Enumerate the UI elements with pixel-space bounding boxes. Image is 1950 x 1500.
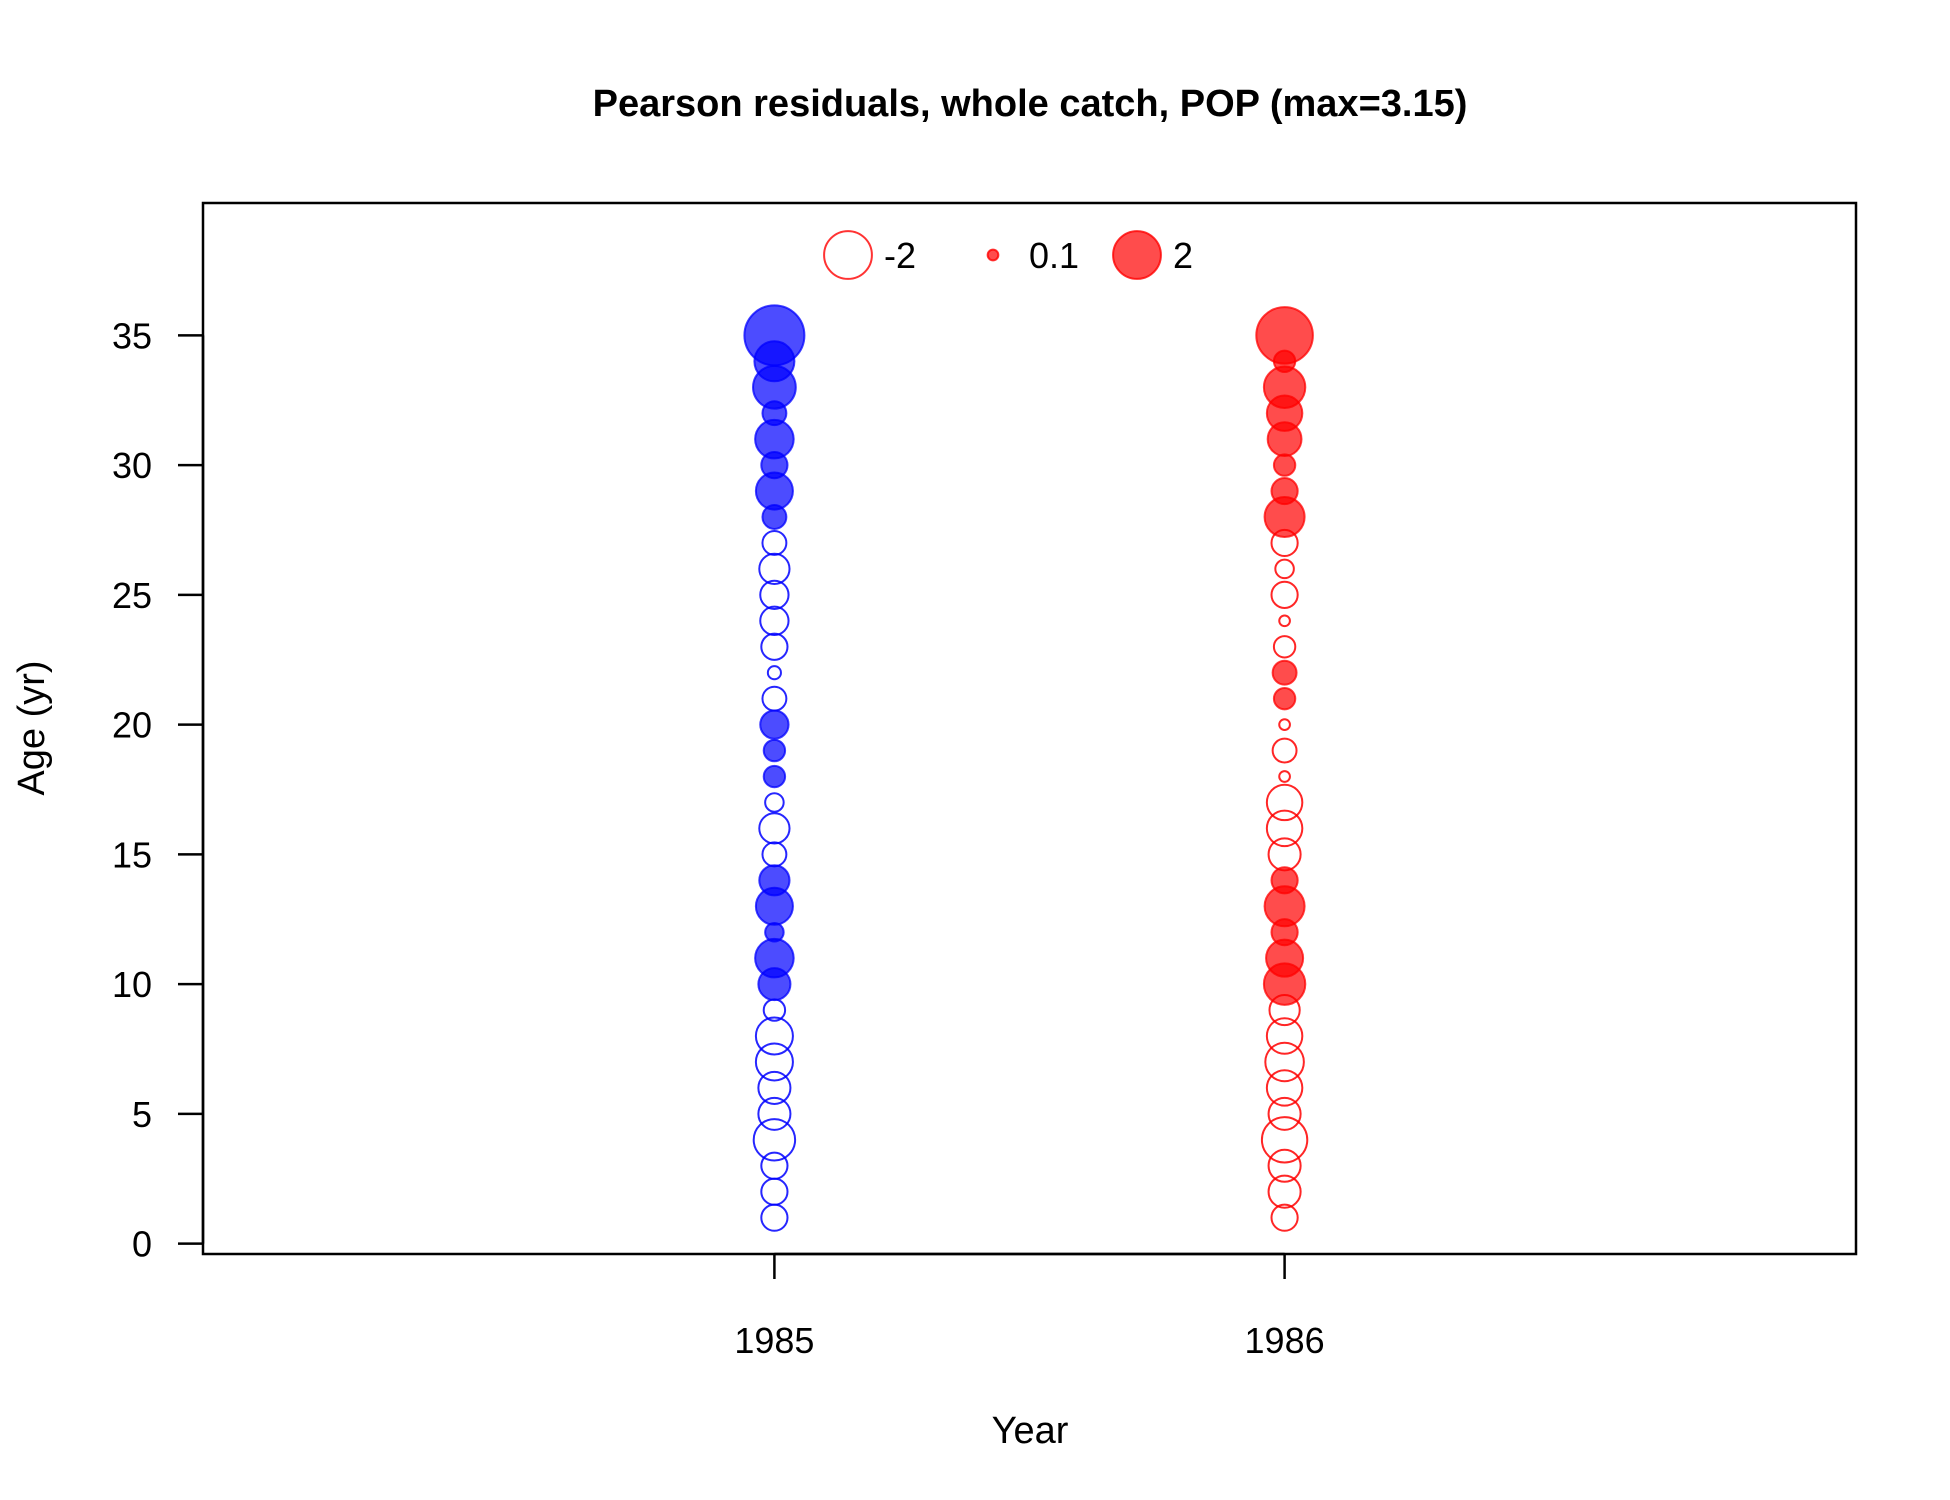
bubble-1985-age-17 [764, 792, 785, 813]
bubble-1985-age-23 [760, 632, 789, 661]
bubble-1985-age-22 [766, 665, 782, 681]
y-tick-label: 35 [112, 315, 152, 356]
y-axis-label: Age (yr) [11, 660, 53, 795]
bubble-1985-age-21 [761, 685, 788, 712]
bubble-1986-age-19 [1271, 737, 1298, 764]
bubble-1986-age-8 [1265, 1017, 1304, 1055]
bubble-1986-age-16 [1265, 809, 1304, 848]
bubble-1986-age-17 [1265, 783, 1304, 822]
y-tick-label: 0 [132, 1224, 152, 1265]
bubble-1985-age-26 [758, 552, 791, 586]
x-axis-label: Year [992, 1410, 1069, 1452]
chart-title: Pearson residuals, whole catch, POP (max… [593, 83, 1468, 125]
bubble-1985-age-18 [762, 764, 787, 789]
bubble-1986-age-3 [1267, 1148, 1302, 1183]
bubble-1985-age-16 [758, 812, 791, 845]
bubble-1986-age-7 [1264, 1041, 1305, 1083]
bubble-1986-age-18 [1278, 770, 1291, 783]
bubble-1985-age-24 [759, 605, 790, 636]
y-tick-label: 30 [112, 445, 152, 486]
legend-label: -2 [884, 235, 916, 276]
bubble-1986-age-35 [1255, 306, 1314, 365]
bubble-1986-age-1 [1270, 1203, 1299, 1232]
legend-label: 2 [1173, 235, 1193, 276]
bubble-1986-age-5 [1267, 1096, 1302, 1131]
bubble-1985-age-20 [759, 709, 790, 740]
bubble-1986-age-6 [1265, 1069, 1304, 1107]
bubble-layer [743, 304, 1314, 1232]
bubble-1985-age-4 [752, 1118, 797, 1162]
legend-symbol [1112, 230, 1162, 280]
x-tick-label: 1986 [1245, 1320, 1325, 1361]
bubble-1985-age-7 [754, 1042, 794, 1082]
bubble-1985-age-8 [754, 1016, 794, 1056]
bubble-1986-age-15 [1267, 837, 1302, 872]
y-tick-label: 20 [112, 705, 152, 746]
bubble-1986-age-22 [1271, 659, 1298, 686]
bubble-1985-age-25 [759, 579, 790, 610]
y-tick-label: 15 [112, 834, 152, 875]
bubble-1985-age-3 [760, 1151, 789, 1180]
bubble-1985-age-19 [762, 738, 787, 763]
plot-frame [201, 201, 1858, 1256]
bubble-1985-age-35 [743, 304, 806, 367]
bubble-1986-age-26 [1274, 558, 1295, 580]
bubble-1985-age-5 [757, 1096, 792, 1131]
bubble-1985-age-14 [758, 864, 791, 897]
bubble-1986-age-30 [1272, 453, 1297, 477]
bubble-1986-age-2 [1267, 1174, 1302, 1209]
y-tick-label: 25 [112, 575, 152, 616]
bubble-1985-age-6 [757, 1070, 792, 1105]
bubble-1986-age-20 [1278, 718, 1291, 731]
bubble-1986-age-21 [1272, 686, 1297, 711]
bubble-1986-age-24 [1278, 614, 1291, 628]
y-axis: 0 5 10 15 20 25 30 35 [112, 315, 205, 1265]
y-tick-label: 5 [132, 1094, 152, 1135]
bubble-1985-age-15 [761, 841, 788, 868]
legend: -2 0.1 2 [823, 230, 1193, 280]
x-axis: 1985 1986 [734, 1252, 1325, 1361]
bubble-1985-age-2 [760, 1177, 789, 1206]
bubble-1986-age-14 [1270, 866, 1299, 895]
bubble-1985-age-1 [760, 1203, 789, 1232]
y-tick-label: 10 [112, 964, 152, 1005]
x-tick-label: 1985 [734, 1320, 814, 1361]
bubble-1986-age-4 [1260, 1116, 1309, 1164]
bubble-1986-age-25 [1270, 580, 1299, 609]
legend-symbol [986, 248, 1000, 262]
bubble-1986-age-29 [1270, 476, 1299, 506]
legend-symbol [823, 230, 873, 280]
bubble-1985-age-27 [761, 530, 788, 556]
bubble-1985-age-11 [754, 937, 795, 979]
legend-label: 0.1 [1029, 235, 1079, 276]
bubble-1986-age-23 [1272, 635, 1297, 659]
